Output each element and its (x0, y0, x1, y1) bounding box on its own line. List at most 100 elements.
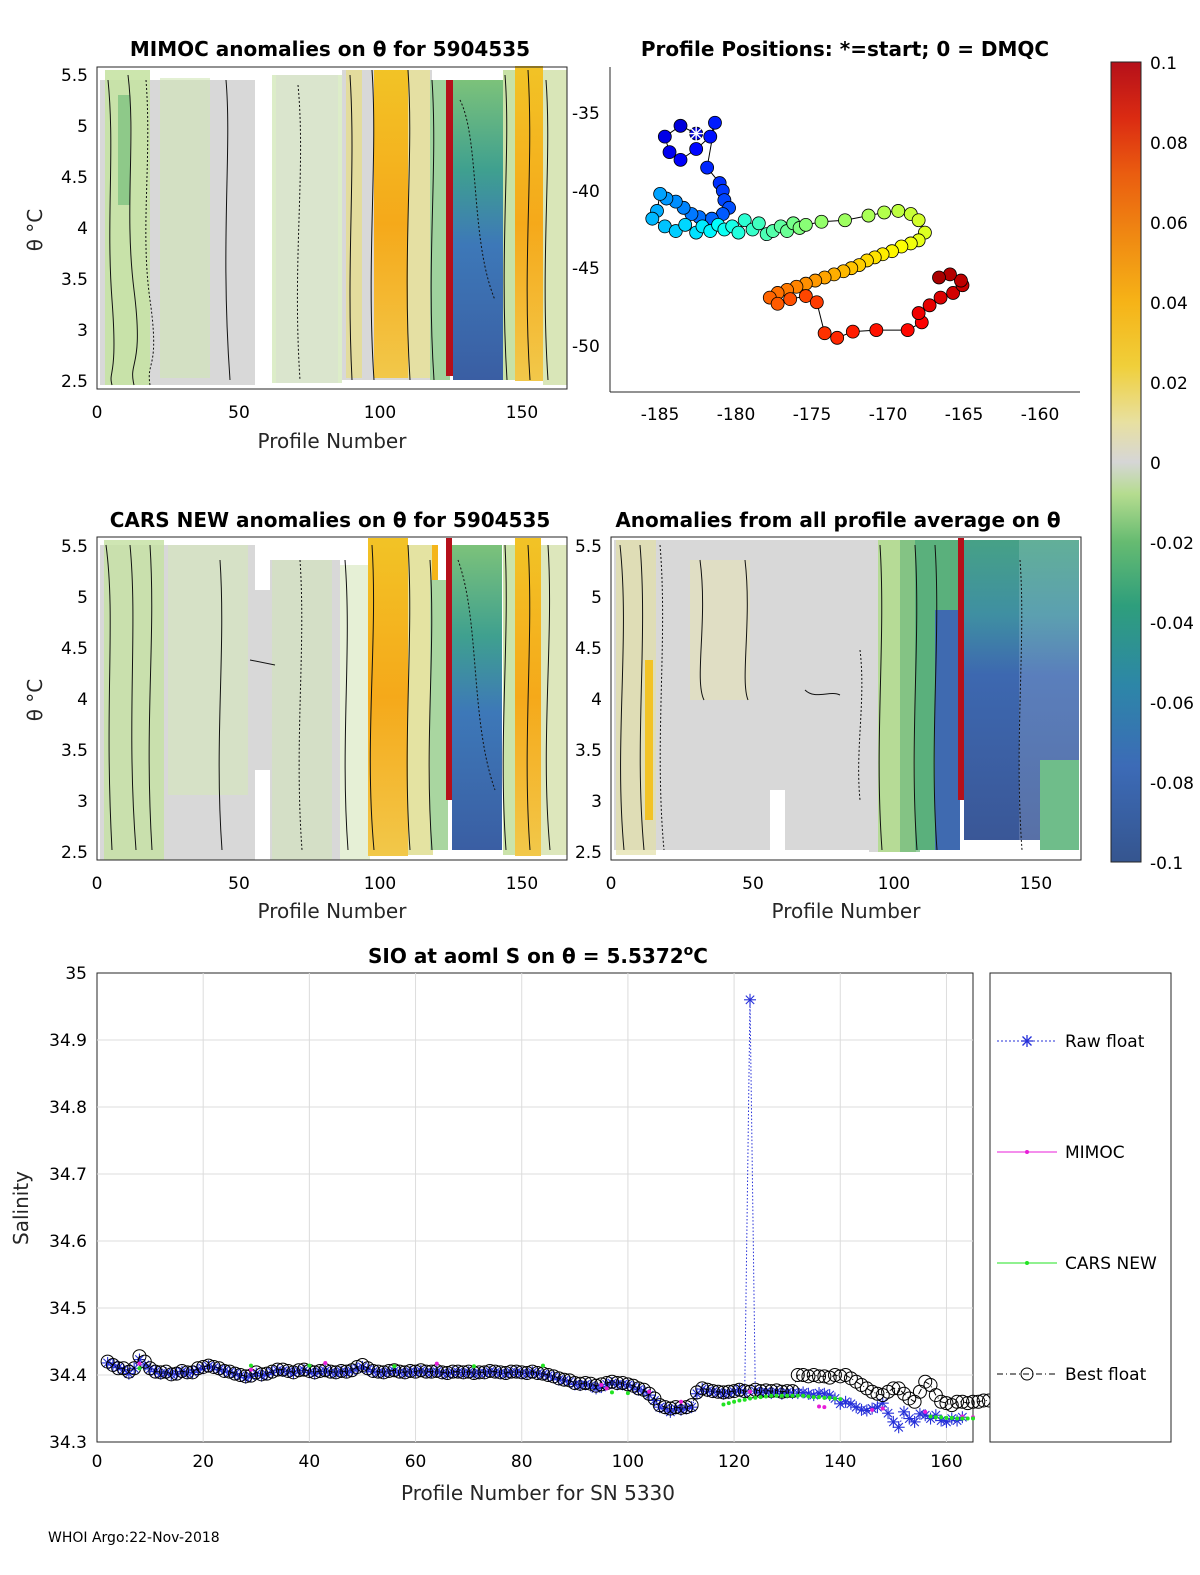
best-float-point (201, 1358, 216, 1373)
asterisk-stroke (952, 1415, 962, 1426)
asterisk-stroke (878, 1398, 888, 1408)
best-float-point (796, 1368, 811, 1382)
best-float-point (419, 1364, 434, 1379)
salinity-ytick: 34.3 (49, 1433, 87, 1453)
legend-label: MIMOC (1065, 1143, 1125, 1163)
raw-float-point (882, 1407, 895, 1420)
mimoc-point (817, 1404, 822, 1409)
asterisk-stroke (161, 1368, 171, 1378)
cars-new-point (753, 1395, 758, 1400)
cars-xtick: 50 (228, 874, 250, 894)
best-float-point (435, 1365, 450, 1380)
best-float-point (642, 1386, 657, 1401)
asterisk-stroke (761, 1387, 771, 1397)
best-float-point (206, 1359, 221, 1374)
best-float-point (111, 1361, 126, 1376)
mimoc-ytick: 3 (77, 321, 88, 341)
positions-yticks: -35 -40 -45 -50 (572, 104, 600, 357)
salinity-yticks: 35 34.9 34.8 34.7 34.6 34.5 34.4 34.3 (49, 964, 87, 1453)
legend-raw-float: Raw float (997, 1032, 1145, 1052)
best-float-point (334, 1363, 349, 1378)
best-float-point (684, 1398, 699, 1413)
best-float-point (312, 1363, 327, 1378)
profile-position-marker (678, 217, 693, 232)
profile-position-marker (946, 286, 960, 300)
allprof-ytick: 5.5 (575, 537, 602, 557)
best-float-point (530, 1365, 545, 1380)
best-float-point (620, 1377, 635, 1392)
asterisk-stroke (580, 1379, 591, 1389)
asterisk-stroke (225, 1367, 235, 1377)
best-float-point (196, 1359, 211, 1374)
asterisk-stroke (538, 1369, 548, 1379)
profile-position-marker (657, 129, 672, 144)
best-float-point (382, 1363, 396, 1378)
best-float-point (891, 1381, 906, 1396)
best-float-point (727, 1384, 742, 1399)
salinity-xtick: 0 (92, 1452, 103, 1472)
mimoc-point (880, 1406, 885, 1411)
profile-position-marker (954, 273, 968, 288)
mimoc-ytick: 4 (77, 219, 88, 239)
cars-new-point (726, 1401, 731, 1406)
allprof-axes-box (610, 536, 1082, 861)
profile-position-marker (891, 204, 906, 218)
asterisk-stroke (750, 1386, 760, 1396)
cars-new-point (779, 1393, 784, 1398)
best-float-point (551, 1371, 566, 1386)
asterisk-stroke (782, 1387, 792, 1398)
cars-ylabel: θ °C (23, 679, 47, 722)
asterisk-stroke (936, 1415, 946, 1426)
raw-float-point (329, 1366, 342, 1379)
profile-position-marker (809, 295, 824, 310)
asterisk-stroke (533, 1369, 543, 1379)
best-float-point (270, 1362, 285, 1377)
best-float-point (440, 1365, 455, 1380)
asterisk-stroke (373, 1367, 383, 1377)
profile-position-marker (689, 142, 704, 156)
mimoc-ytick: 3.5 (61, 270, 88, 290)
mimoc-axes-box (96, 66, 568, 390)
best-float-point (233, 1368, 248, 1382)
mimoc-xtick: 150 (506, 403, 538, 423)
float-track (645, 115, 970, 345)
profile-position-marker (911, 213, 926, 228)
cars-new-point (785, 1393, 790, 1398)
cars-xtick: 100 (364, 874, 396, 894)
cars-new-point (737, 1398, 742, 1403)
asterisk-stroke (288, 1368, 299, 1378)
asterisk-stroke (495, 1368, 506, 1378)
best-float-point (525, 1364, 540, 1379)
best-float-point (573, 1376, 588, 1391)
cars-new-point (732, 1399, 737, 1404)
star-stroke (690, 128, 702, 140)
asterisk-stroke (724, 1388, 734, 1398)
best-float-point (451, 1364, 466, 1379)
asterisk-stroke (687, 1402, 697, 1412)
best-float-point (153, 1365, 168, 1380)
positions-ytick: -35 (572, 104, 600, 124)
raw-float-point (897, 1405, 910, 1418)
colorbar-tick: 0.02 (1150, 374, 1188, 394)
legend-label: CARS NEW (1065, 1254, 1157, 1274)
asterisk-stroke (713, 1387, 723, 1398)
asterisk-stroke (851, 1402, 861, 1412)
raw-float-point (908, 1415, 921, 1428)
cars-new-point (822, 1395, 827, 1400)
best-float-point (148, 1364, 163, 1379)
positions-ytick: -50 (572, 337, 600, 357)
cars-new-point (928, 1414, 933, 1419)
mimoc-point (604, 1386, 609, 1391)
best-float-point (827, 1368, 842, 1382)
colorbar-tick: -0.04 (1150, 614, 1194, 634)
asterisk-stroke (299, 1365, 309, 1375)
profile-position-marker (861, 208, 876, 223)
cars-new-point (806, 1394, 811, 1399)
cars-new-point (540, 1363, 545, 1368)
cars-new-point (955, 1416, 960, 1421)
salinity-grid (97, 973, 973, 1442)
legend-label: Best float (1065, 1365, 1147, 1385)
mimoc-point (679, 1399, 683, 1404)
colorbar-tick: 0 (1150, 454, 1161, 474)
best-float-point (254, 1367, 269, 1382)
